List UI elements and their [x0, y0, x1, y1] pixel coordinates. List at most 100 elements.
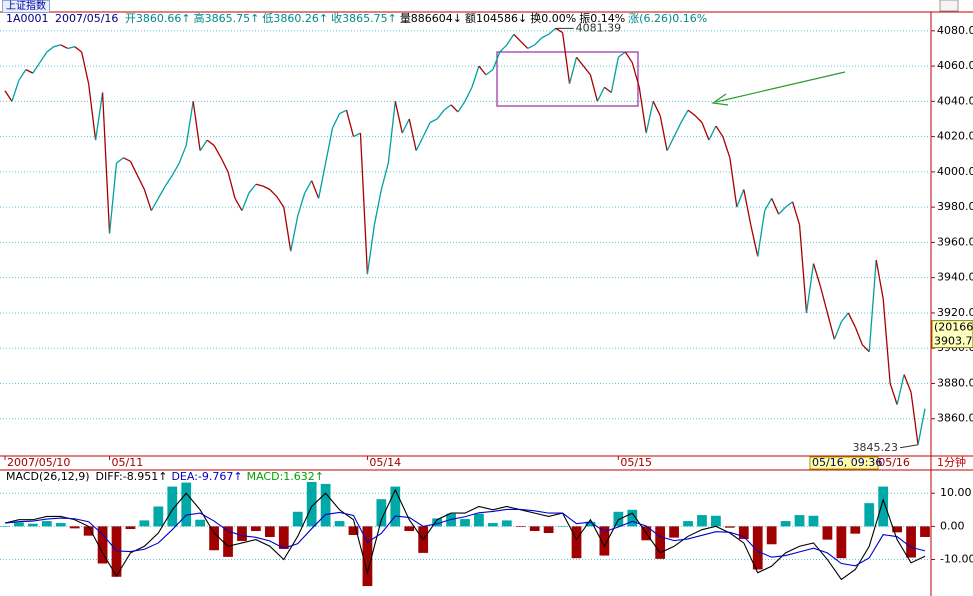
price-segment: [471, 65, 480, 88]
cursor-time-box: [809, 456, 879, 470]
price-segment: [255, 183, 264, 187]
macd-bar: [292, 511, 303, 527]
macd-bar: [0, 526, 10, 527]
quote-field: 量886604↓: [399, 12, 463, 25]
price-segment: [116, 157, 124, 164]
highlight-box: [496, 51, 639, 107]
price-segment: [791, 201, 801, 225]
cursor-volume: (20166): [934, 321, 973, 334]
price-segment: [143, 189, 152, 211]
macd-bar: [920, 526, 930, 537]
period-label: 1分钟: [937, 455, 966, 469]
macd-bar: [362, 526, 373, 587]
macd-bar: [278, 526, 289, 549]
price-segment: [157, 185, 166, 199]
price-segment: [652, 101, 661, 116]
macd-bar: [41, 521, 52, 527]
price-segment: [353, 132, 361, 138]
macd-bar: [697, 515, 707, 527]
price-segment: [680, 109, 689, 123]
date: 2007/05/16: [55, 12, 119, 25]
price-segment: [241, 192, 250, 211]
price-segment: [624, 51, 633, 63]
macd-bar: [195, 519, 206, 527]
macd-bar: [83, 526, 94, 536]
macd-bar: [780, 521, 791, 527]
price-segment: [555, 27, 563, 34]
macd-bar: [557, 526, 568, 527]
macd-bar: [850, 526, 861, 534]
price-segment: [582, 65, 591, 76]
price-segment: [798, 224, 808, 313]
macd-bar: [543, 526, 554, 533]
price-segment: [812, 263, 822, 287]
macd-bar: [251, 526, 261, 532]
price-segment: [366, 224, 376, 275]
price-segment: [81, 51, 90, 84]
price-segment: [861, 344, 870, 353]
price-segment: [74, 46, 83, 53]
price-segment: [617, 51, 626, 58]
price-segment: [889, 383, 898, 405]
price-segment: [520, 40, 529, 49]
price-segment: [896, 374, 905, 405]
price-segment: [743, 189, 752, 225]
y-tick-label: 10.00: [940, 486, 972, 499]
price-segment: [283, 207, 292, 252]
price-segment: [805, 263, 815, 314]
window-button[interactable]: [939, 0, 959, 12]
price-segment: [576, 56, 584, 67]
price-segment: [178, 145, 187, 164]
macd-bar: [306, 481, 317, 527]
price-segment: [290, 215, 299, 252]
price-segment: [687, 109, 696, 116]
macd-line: [4, 508, 926, 567]
price-segment: [917, 408, 926, 445]
macd-title: MACD(26,12,9): [6, 470, 90, 483]
macd-bar: [181, 482, 192, 527]
price-segment: [4, 90, 13, 102]
price-segment: [875, 259, 884, 299]
macd-bar: [432, 518, 442, 527]
price-segment: [359, 133, 369, 275]
price-segment: [499, 44, 508, 53]
x-tick-label: 05/15: [620, 456, 652, 469]
macd-bar: [599, 526, 610, 556]
price-segment: [101, 92, 111, 234]
macd-bar: [529, 526, 540, 532]
y-tick-label: 4040.00: [937, 94, 973, 107]
price-segment: [39, 51, 48, 63]
arrow-head: [711, 93, 729, 106]
macd-bar: [404, 526, 415, 532]
macd-bar: [613, 511, 624, 527]
price-segment: [317, 162, 327, 199]
x-tick-label: 05/11: [112, 456, 144, 469]
price-segment: [380, 162, 389, 190]
macd-bar: [139, 520, 150, 527]
macd-bar: [334, 521, 345, 527]
macd-bar: [752, 526, 763, 570]
macd-bar: [822, 526, 833, 540]
low-leader: [899, 444, 919, 449]
price-segment: [673, 122, 682, 137]
price-segment: [819, 286, 829, 314]
price-segment: [868, 259, 877, 352]
price-line: [4, 27, 926, 445]
macd-bar: [585, 521, 596, 527]
price-segment: [847, 312, 856, 328]
price-segment: [464, 86, 473, 102]
macd-readout: MACD:1.632↑: [247, 470, 324, 483]
x-tick-label: 2007/05/10: [7, 456, 70, 469]
macd-bar: [223, 526, 233, 557]
macd-bar: [906, 526, 916, 558]
price-segment: [248, 183, 257, 194]
macd-bar: [69, 526, 80, 529]
price-segment: [506, 33, 515, 46]
macd-bar: [864, 503, 875, 527]
price-segment: [408, 118, 417, 151]
price-segment: [589, 74, 599, 102]
price-segment: [304, 180, 313, 194]
price-segment: [478, 65, 487, 76]
macd-bar: [836, 526, 847, 559]
